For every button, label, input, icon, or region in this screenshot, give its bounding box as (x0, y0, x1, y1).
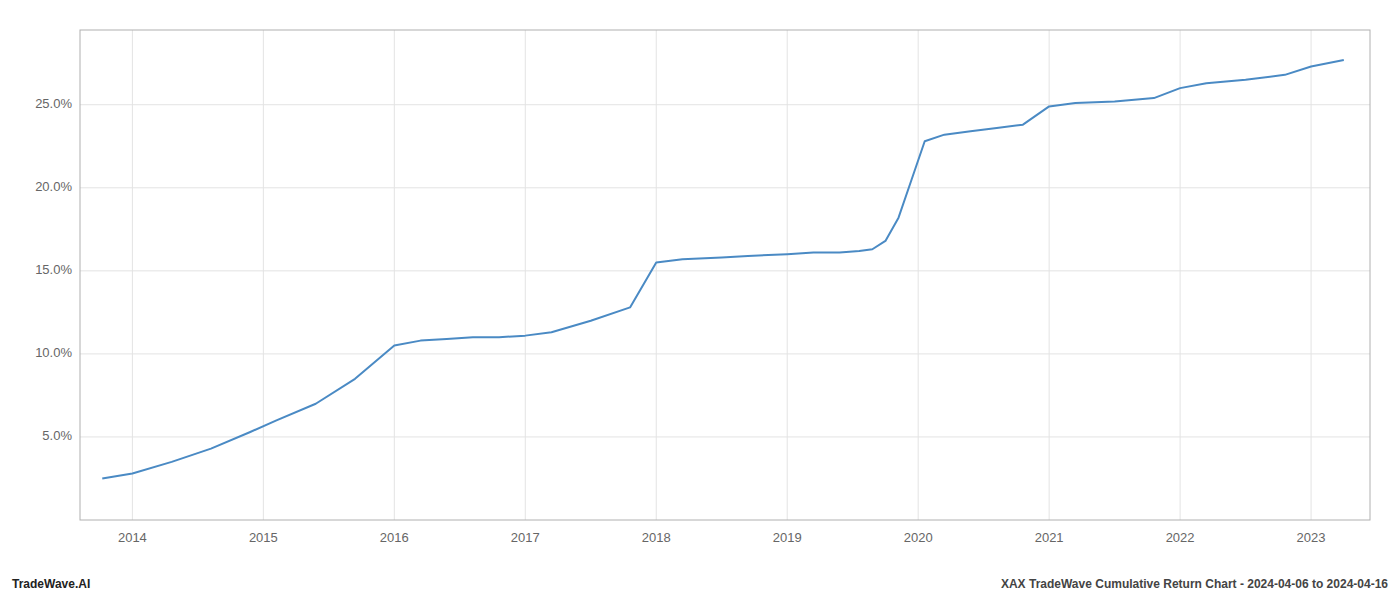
y-grid-line (80, 270, 1370, 271)
x-tick-label: 2023 (1297, 530, 1326, 545)
x-tick-label: 2015 (249, 530, 278, 545)
x-tick-label: 2014 (118, 530, 147, 545)
x-grid-line (263, 30, 264, 520)
y-grid-line (80, 353, 1370, 354)
annotation: TradeWave.AI (12, 577, 90, 591)
x-grid-line (525, 30, 526, 520)
y-tick-label: 5.0% (42, 428, 72, 443)
x-tick-label: 2020 (904, 530, 933, 545)
plot-frame (80, 30, 1370, 520)
annotation: XAX TradeWave Cumulative Return Chart - … (1001, 577, 1388, 591)
x-grid-line (1180, 30, 1181, 520)
annotations: TradeWave.AI XAX TradeWave Cumulative Ret… (12, 577, 1388, 591)
y-grid-line (80, 104, 1370, 105)
y-tick-label: 25.0% (35, 96, 72, 111)
x-tick-label: 2017 (511, 530, 540, 545)
y-tick-label: 15.0% (35, 262, 72, 277)
y-tick-label: 20.0% (35, 179, 72, 194)
y-tick-label: 10.0% (35, 345, 72, 360)
x-tick-label: 2016 (380, 530, 409, 545)
grid (80, 30, 1370, 520)
x-tick-label: 2021 (1035, 530, 1064, 545)
x-grid-line (1049, 30, 1050, 520)
y-grid-line (80, 436, 1370, 437)
x-tick-label: 2022 (1166, 530, 1195, 545)
chart: 2014 2015 2016 2017 2018 2019 2020 2021 2022 2023… (0, 0, 1400, 600)
x-grid-line (1311, 30, 1312, 520)
x-tick-label: 2019 (773, 530, 802, 545)
axes: 2014 2015 2016 2017 2018 2019 2020 2021 2022 2023… (35, 96, 1325, 545)
x-tick-label: 2018 (642, 530, 671, 545)
x-grid-line (918, 30, 919, 520)
plot-area (102, 60, 1344, 479)
y-grid-line (80, 187, 1370, 188)
x-grid-line (132, 30, 133, 520)
line (102, 60, 1344, 479)
x-grid-line (656, 30, 657, 520)
x-grid-line (787, 30, 788, 520)
x-grid-line (394, 30, 395, 520)
